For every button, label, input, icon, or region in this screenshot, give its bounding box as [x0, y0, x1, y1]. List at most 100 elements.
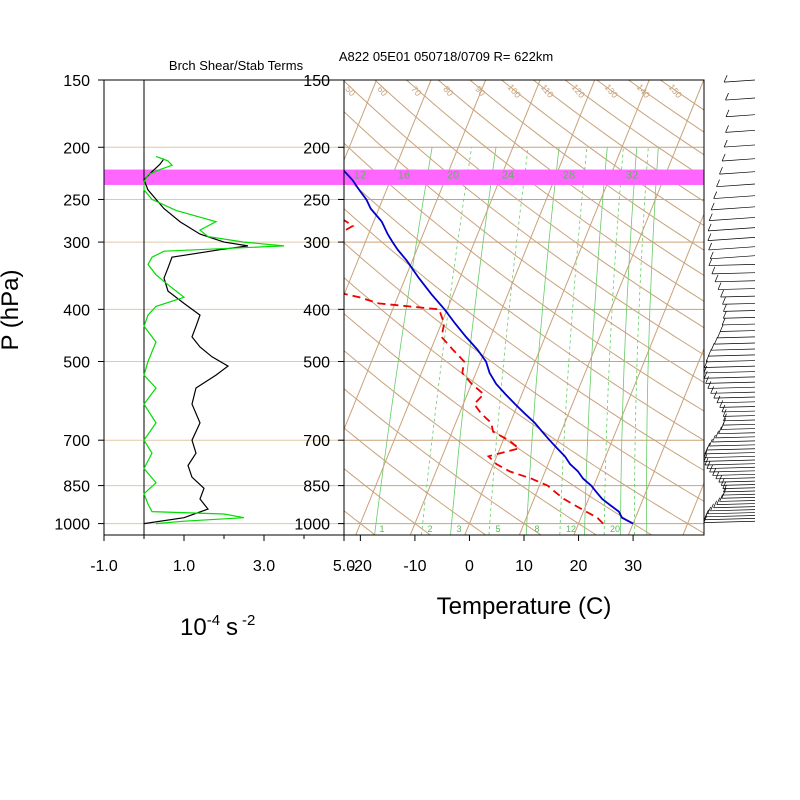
- wind-barb-staff: [704, 452, 756, 455]
- left-y-tick-label: 300: [63, 235, 90, 252]
- dry-adiabat-label: 70: [409, 84, 423, 98]
- wind-barb-staff: [715, 436, 756, 439]
- wind-barb-staff: [725, 129, 756, 133]
- wind-barb-staff: [723, 493, 756, 496]
- wind-barb-staff: [722, 303, 756, 305]
- wind-barb-staff: [712, 440, 756, 443]
- left-x-tick-label: 3.0: [253, 558, 275, 575]
- skewt-y-tick-label: 150: [303, 73, 330, 90]
- right-highlight-band: [344, 169, 704, 185]
- wind-barb-staff: [720, 295, 756, 298]
- dry-adiabat-layer: [344, 80, 704, 535]
- wind-barb-flag: [713, 191, 718, 199]
- wind-barb-staff: [725, 114, 756, 118]
- wind-barb-flag: [712, 434, 716, 443]
- wind-barb-staff: [723, 415, 756, 417]
- wind-barb-flag: [710, 202, 715, 211]
- wind-barb-staff: [707, 512, 756, 515]
- wind-barb-staff: [704, 365, 756, 368]
- left-chart-title: Brch Shear/Stab Terms: [169, 58, 304, 73]
- isotherm-line: [464, 80, 650, 535]
- isotherm-line: [518, 80, 704, 535]
- wind-barb-staff: [703, 455, 756, 459]
- wind-barb-flag: [703, 512, 708, 520]
- wind-barb-flag: [712, 468, 716, 476]
- wind-barb-flag: [709, 251, 714, 259]
- wind-barb-staff: [721, 410, 756, 413]
- wind-barb-staff: [713, 396, 756, 399]
- wind-barb-staff: [712, 473, 756, 476]
- mixing-ratio-label-bottom: 20: [610, 524, 620, 534]
- skewt-y-tick-label: 700: [303, 433, 330, 450]
- wind-barb-flag: [708, 258, 713, 266]
- temperature-line: [344, 169, 634, 525]
- wind-barb-staff: [713, 506, 756, 509]
- wind-barb-staff: [711, 272, 756, 275]
- wind-barb-staff: [724, 144, 756, 148]
- xlabel-base: 10: [180, 614, 207, 641]
- skewt-y-tick-label: 200: [303, 140, 330, 157]
- mixing-ratio-label-bottom: 3: [456, 524, 461, 534]
- wind-barb-staff: [723, 317, 756, 319]
- left-y-ticks: 150 200 250 300 400 500 700 850 1000: [54, 73, 104, 534]
- wind-barb-staff: [707, 386, 756, 389]
- left-y-tick-label: 150: [63, 73, 90, 90]
- mixing-ratio-label-bottom: 1: [379, 524, 384, 534]
- wind-barb-flag: [705, 354, 710, 363]
- wind-barb-flag: [703, 365, 708, 374]
- wind-barb-flag: [721, 317, 726, 326]
- skewt-y-tick-label: 300: [303, 235, 330, 252]
- wind-barb-staff: [722, 323, 756, 326]
- left-series-green-line: [143, 155, 285, 525]
- mixing-ratio-line: [421, 147, 472, 535]
- shear-stab-panel: -1.0 1.0 3.0 5.0 150 200 250 300 400 500 700 850 10…: [0, 58, 355, 641]
- left-x-ticks: -1.0 1.0 3.0 5.0: [90, 535, 355, 575]
- mixing-ratio-label-bottom: 12: [566, 524, 576, 534]
- wind-barb-staff: [709, 444, 756, 447]
- isotherm-line: [573, 212, 704, 535]
- wind-barb-flag: [715, 471, 720, 479]
- skewt-series-layer: [344, 169, 634, 525]
- isotherm-line: [344, 80, 487, 431]
- wind-barb-flag: [707, 506, 711, 514]
- mixing-ratio-label-bottom: 8: [534, 524, 539, 534]
- dry-adiabat-line: [344, 468, 431, 535]
- wind-barb-staff: [705, 515, 756, 518]
- dry-adiabat-line: [344, 349, 597, 535]
- wind-barb-flag: [707, 381, 712, 389]
- wind-barb-staff: [719, 500, 756, 502]
- dry-adiabat-line: [344, 174, 704, 441]
- wind-barb-flag: [722, 311, 727, 319]
- wind-barb-staff: [705, 360, 756, 363]
- mixing-ratio-label-top: 32: [626, 170, 638, 182]
- mixing-ratio-label-top: 12: [354, 170, 366, 182]
- wind-barb-flag: [721, 404, 726, 413]
- wind-barb-flag: [717, 330, 721, 339]
- wind-barb-staff: [723, 419, 756, 422]
- wind-barb-flag: [720, 422, 725, 430]
- mixing-ratio-line: [584, 147, 608, 535]
- wind-barb-flag: [723, 304, 727, 312]
- wind-barb-flag: [707, 223, 712, 232]
- wind-barb-staff: [706, 466, 756, 469]
- wind-barb-flag: [713, 390, 718, 399]
- wind-barb-flag: [709, 464, 713, 473]
- left-y-axis-label: P (hPa): [0, 270, 24, 351]
- xlabel-exponent: -4: [207, 612, 220, 629]
- wind-barb-staff: [721, 497, 756, 499]
- wind-barb-staff: [708, 227, 756, 232]
- skewt-x-tick-label: 30: [624, 558, 642, 575]
- wind-barb-staff: [718, 432, 756, 435]
- wind-barb-staff: [704, 376, 756, 379]
- wind-barb-staff: [703, 459, 756, 462]
- wind-barb-staff: [703, 371, 756, 374]
- wind-barb-staff: [703, 520, 756, 523]
- xlabel-unit-exponent: -2: [242, 612, 255, 629]
- mixing-ratio-line: [603, 147, 624, 535]
- wind-barb-staff: [714, 342, 756, 345]
- dry-adiabat-line: [469, 80, 704, 251]
- skewt-y-tick-label: 850: [303, 479, 330, 496]
- isotherm-line: [344, 80, 377, 162]
- skewt-x-tick-label: 10: [515, 558, 533, 575]
